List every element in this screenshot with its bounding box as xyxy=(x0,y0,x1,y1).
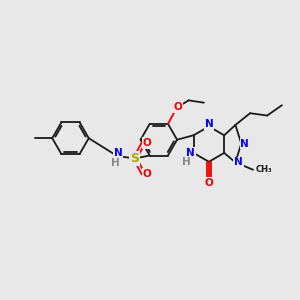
Text: N: N xyxy=(234,158,243,167)
Text: N: N xyxy=(113,148,122,158)
Text: N: N xyxy=(205,119,213,129)
Text: N: N xyxy=(186,148,195,158)
Text: O: O xyxy=(173,102,182,112)
Text: O: O xyxy=(142,138,151,148)
Text: H: H xyxy=(112,158,120,169)
Text: CH₃: CH₃ xyxy=(255,165,272,174)
Text: N: N xyxy=(240,139,249,148)
Text: H: H xyxy=(182,157,190,167)
Text: O: O xyxy=(142,169,151,179)
Text: O: O xyxy=(205,178,213,188)
Text: S: S xyxy=(130,152,140,165)
